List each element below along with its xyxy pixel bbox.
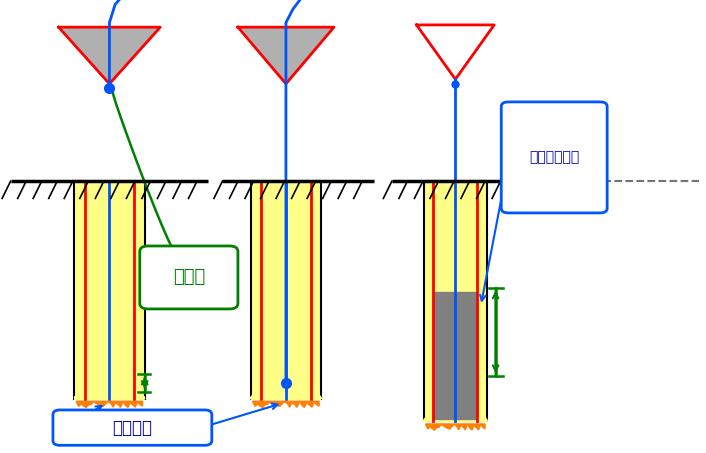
Polygon shape <box>304 401 307 407</box>
Polygon shape <box>434 424 437 430</box>
Polygon shape <box>428 424 430 429</box>
Text: 质量较差的桩: 质量较差的桩 <box>529 150 580 164</box>
Polygon shape <box>260 401 263 408</box>
Polygon shape <box>317 401 319 406</box>
Polygon shape <box>133 401 136 407</box>
Polygon shape <box>299 401 302 405</box>
Polygon shape <box>314 401 317 405</box>
Polygon shape <box>255 401 258 406</box>
Polygon shape <box>103 401 106 406</box>
Polygon shape <box>294 401 297 407</box>
Polygon shape <box>275 401 277 406</box>
Text: 隔水栓: 隔水栓 <box>173 269 205 286</box>
Polygon shape <box>126 401 128 407</box>
Polygon shape <box>273 401 275 405</box>
Polygon shape <box>78 401 81 406</box>
Polygon shape <box>297 401 299 407</box>
Polygon shape <box>457 424 459 430</box>
Polygon shape <box>439 424 441 427</box>
Polygon shape <box>469 424 472 430</box>
Polygon shape <box>93 401 96 403</box>
Polygon shape <box>258 401 260 406</box>
Polygon shape <box>280 401 282 406</box>
Polygon shape <box>309 401 312 407</box>
Polygon shape <box>131 401 133 405</box>
Polygon shape <box>307 401 309 405</box>
Polygon shape <box>448 424 450 429</box>
Polygon shape <box>140 401 143 406</box>
Polygon shape <box>432 424 434 430</box>
Polygon shape <box>465 424 467 430</box>
Polygon shape <box>289 401 292 407</box>
FancyBboxPatch shape <box>501 102 607 213</box>
Bar <box>424 181 487 421</box>
Polygon shape <box>452 424 454 426</box>
Polygon shape <box>461 424 463 427</box>
Polygon shape <box>76 401 78 406</box>
Polygon shape <box>481 424 483 427</box>
Polygon shape <box>292 401 294 404</box>
Polygon shape <box>101 401 103 406</box>
Polygon shape <box>136 401 138 407</box>
Polygon shape <box>263 401 265 408</box>
Polygon shape <box>86 401 88 408</box>
Polygon shape <box>138 401 140 405</box>
Bar <box>251 181 321 399</box>
Polygon shape <box>479 424 481 430</box>
Polygon shape <box>268 401 270 405</box>
Polygon shape <box>121 401 123 407</box>
Polygon shape <box>467 424 469 428</box>
Polygon shape <box>302 401 304 407</box>
Polygon shape <box>106 401 108 404</box>
Polygon shape <box>454 424 457 426</box>
Polygon shape <box>430 424 432 429</box>
Polygon shape <box>81 401 83 406</box>
Polygon shape <box>477 424 479 430</box>
Polygon shape <box>113 401 116 407</box>
Polygon shape <box>111 401 113 407</box>
Polygon shape <box>474 424 477 428</box>
Polygon shape <box>285 401 287 403</box>
Polygon shape <box>98 401 101 406</box>
Polygon shape <box>96 401 98 405</box>
Polygon shape <box>118 401 121 407</box>
Text: 孔底沉渣: 孔底沉渣 <box>112 419 152 437</box>
Polygon shape <box>123 401 126 405</box>
FancyBboxPatch shape <box>140 246 238 309</box>
Polygon shape <box>445 424 448 429</box>
FancyBboxPatch shape <box>53 410 212 445</box>
Polygon shape <box>443 424 445 427</box>
Polygon shape <box>251 389 321 399</box>
Polygon shape <box>437 424 439 428</box>
Polygon shape <box>312 401 314 407</box>
Polygon shape <box>116 401 118 404</box>
Polygon shape <box>74 389 145 399</box>
Polygon shape <box>450 424 452 429</box>
Polygon shape <box>238 27 334 84</box>
Polygon shape <box>91 401 93 405</box>
Polygon shape <box>265 401 268 405</box>
Polygon shape <box>108 401 111 403</box>
Polygon shape <box>424 411 487 421</box>
Polygon shape <box>282 401 285 404</box>
Polygon shape <box>59 27 160 84</box>
Polygon shape <box>83 401 86 408</box>
Polygon shape <box>463 424 465 430</box>
Polygon shape <box>441 424 443 426</box>
Polygon shape <box>287 401 289 407</box>
Polygon shape <box>483 424 485 429</box>
Polygon shape <box>472 424 474 430</box>
Polygon shape <box>459 424 461 430</box>
Polygon shape <box>270 401 273 403</box>
Bar <box>74 181 145 399</box>
Polygon shape <box>128 401 131 407</box>
Polygon shape <box>253 401 255 406</box>
Polygon shape <box>88 401 91 405</box>
Polygon shape <box>426 424 428 429</box>
Polygon shape <box>277 401 280 406</box>
